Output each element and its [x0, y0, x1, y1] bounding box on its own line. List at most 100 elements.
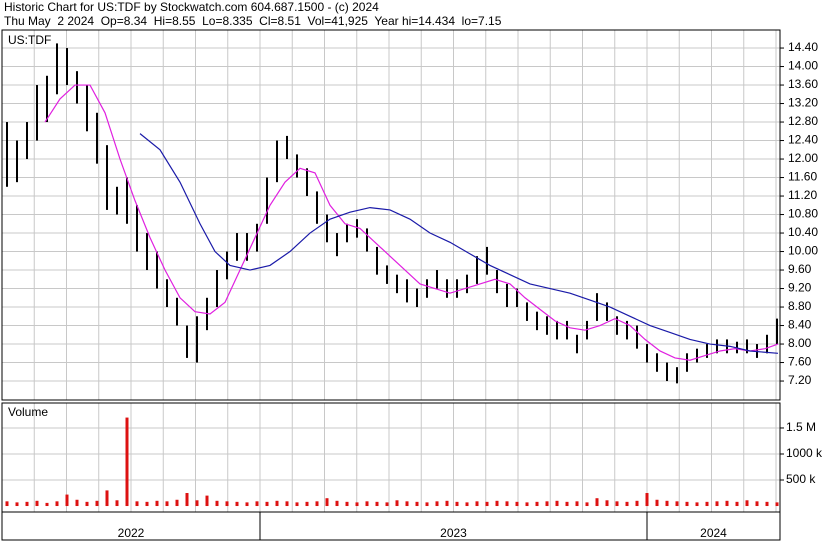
y-tick-label: 1.5 M [786, 420, 816, 434]
volume-bar [535, 501, 539, 507]
volume-bar [665, 500, 669, 507]
y-tick-label: 12.40 [788, 133, 818, 147]
volume-bar [375, 501, 379, 507]
volume-bar [715, 501, 719, 507]
volume-bar [575, 501, 579, 507]
volume-bar [355, 502, 359, 507]
volume-bar [775, 502, 779, 507]
volume-bar [365, 501, 369, 507]
volume-bar [455, 501, 459, 507]
y-tick-label: 8.00 [788, 336, 812, 350]
header-line1: Historic Chart for US:TDF by Stockwatch.… [4, 0, 379, 14]
volume-bar [515, 501, 519, 507]
volume-bar [255, 501, 259, 507]
symbol-label: US:TDF [8, 33, 51, 47]
volume-bar [765, 501, 769, 507]
volume-bar [605, 500, 609, 507]
y-tick-label: 9.60 [788, 262, 812, 276]
volume-bar [435, 501, 439, 507]
volume-bar [155, 500, 159, 507]
volume-bar [445, 500, 449, 507]
y-tick-label: 13.20 [788, 96, 818, 110]
volume-bar [95, 500, 99, 507]
volume-bar [595, 498, 599, 507]
volume-title: Volume [8, 405, 48, 419]
y-tick-label: 8.40 [788, 318, 812, 332]
volume-bar [135, 501, 139, 507]
volume-bar [295, 502, 299, 507]
volume-bar [675, 501, 679, 507]
volume-bar [725, 500, 729, 507]
volume-bar [745, 500, 749, 507]
volume-bar [405, 501, 409, 507]
volume-bar [495, 500, 499, 507]
volume-bar [215, 500, 219, 507]
y-tick-label: 7.60 [788, 355, 812, 369]
volume-bar [225, 501, 229, 507]
volume-bar [735, 501, 739, 507]
volume-bar [695, 502, 699, 507]
year-label: 2022 [118, 526, 145, 540]
volume-bar [395, 500, 399, 507]
volume-bar [685, 501, 689, 507]
volume-bar [425, 502, 429, 507]
volume-bar [265, 501, 269, 507]
volume-bar [45, 502, 49, 507]
volume-bar [15, 502, 19, 507]
volume-bar [285, 501, 289, 507]
date-axis-frame [1, 511, 781, 541]
y-tick-label: 14.00 [788, 59, 818, 73]
volume-bar [335, 500, 339, 507]
volume-bar [545, 501, 549, 507]
year-label: 2024 [700, 526, 727, 540]
volume-bar [195, 500, 199, 507]
y-tick-label: 12.00 [788, 151, 818, 165]
volume-bar [325, 498, 329, 507]
volume-bar [125, 417, 129, 507]
volume-bar [755, 501, 759, 507]
volume-bar [145, 501, 149, 507]
y-tick-label: 13.60 [788, 77, 818, 91]
volume-bar [475, 501, 479, 507]
y-tick-label: 10.00 [788, 244, 818, 258]
volume-bar [635, 500, 639, 507]
volume-bar [465, 502, 469, 507]
y-tick-label: 9.20 [788, 281, 812, 295]
volume-bar [5, 501, 9, 507]
volume-bar [165, 501, 169, 507]
volume-bar [555, 500, 559, 507]
y-tick-label: 11.60 [788, 170, 817, 184]
volume-bar [75, 499, 79, 507]
volume-bar [185, 493, 189, 507]
y-tick-label: 500 k [786, 472, 816, 486]
y-tick-label: 8.80 [788, 299, 812, 313]
volume-bar [245, 502, 249, 507]
header-line2: Thu May 2 2024 Op=8.34 Hi=8.55 Lo=8.335 … [4, 14, 502, 28]
volume-bar [585, 502, 589, 507]
volume-bar [345, 501, 349, 507]
volume-bar [105, 490, 109, 507]
volume-bar [25, 501, 29, 507]
volume-bar [175, 499, 179, 507]
y-tick-label: 10.80 [788, 207, 818, 221]
volume-bar [315, 501, 319, 507]
volume-bar [305, 501, 309, 507]
y-tick-label: 1000 k [786, 446, 823, 460]
y-tick-label: 14.40 [788, 40, 818, 54]
volume-bar [415, 501, 419, 507]
volume-bar [655, 499, 659, 507]
y-tick-label: 12.80 [788, 114, 818, 128]
volume-bar [205, 495, 209, 507]
y-tick-label: 10.40 [788, 225, 818, 239]
volume-bar [85, 501, 89, 507]
volume-bar [565, 501, 569, 507]
moving-average [139, 133, 779, 354]
y-tick-label: 11.20 [788, 188, 817, 202]
volume-bar [625, 501, 629, 507]
y-tick-label: 7.20 [788, 373, 812, 387]
volume-bar [55, 501, 59, 507]
moving-average [44, 84, 779, 361]
volume-bar [505, 501, 509, 507]
